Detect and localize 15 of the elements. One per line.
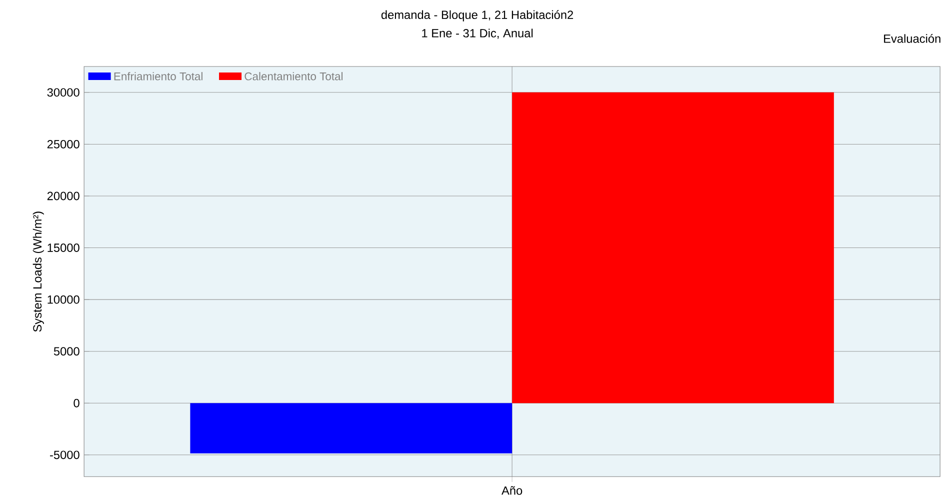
y-tick-label: 30000 (47, 88, 80, 97)
legend-label: Enfriamiento Total (114, 72, 202, 80)
text: Evaluación (884, 34, 940, 43)
y-tick-label: 15000 (48, 244, 80, 252)
y-axis-title: System Loads (Wh/m²) (32, 212, 44, 332)
y-tick-label: 10000 (48, 295, 80, 304)
legend-label: Calentamiento Total (244, 72, 342, 80)
y-tick-label: 5000 (54, 347, 80, 356)
y-tick-label: 25000 (47, 140, 80, 149)
y-tick-label: -5000 (50, 450, 80, 460)
chart-title: demanda - Bloque 1, 21 Habitación2 (381, 10, 574, 22)
x-tick-label: Año (502, 486, 522, 495)
y-tick-label: 0 (74, 399, 80, 408)
y-tick-label: 20000 (47, 192, 80, 200)
chart-subtitle: 1 Ene - 31 Dic, Anual (422, 28, 533, 39)
